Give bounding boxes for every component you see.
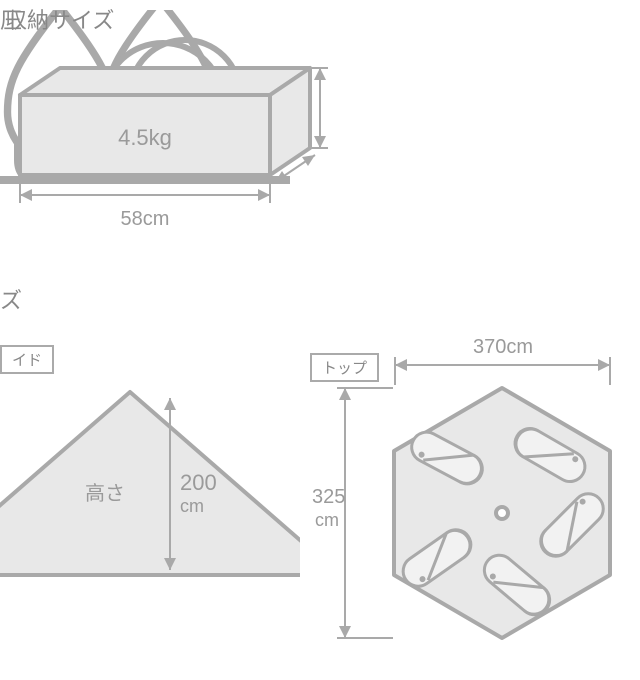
top-width: 370cm xyxy=(473,336,533,358)
size-title: ズ xyxy=(0,283,22,315)
top-height-unit: cm xyxy=(315,510,339,530)
top-height-value: 325 xyxy=(312,486,345,508)
top-diagram: 370cm 325 cm xyxy=(300,295,640,640)
side-diagram: 高さ 200 cm xyxy=(0,380,300,680)
side-height-value: 200 xyxy=(180,470,217,495)
side-label: イド xyxy=(0,345,54,374)
side-height-label: 高さ xyxy=(85,482,125,505)
storage-weight: 4.5kg xyxy=(118,125,172,150)
storage-width: 58cm xyxy=(121,208,170,230)
side-height-unit: cm xyxy=(180,496,204,516)
storage-diagram: 4.5kg 58cm xyxy=(0,30,340,280)
